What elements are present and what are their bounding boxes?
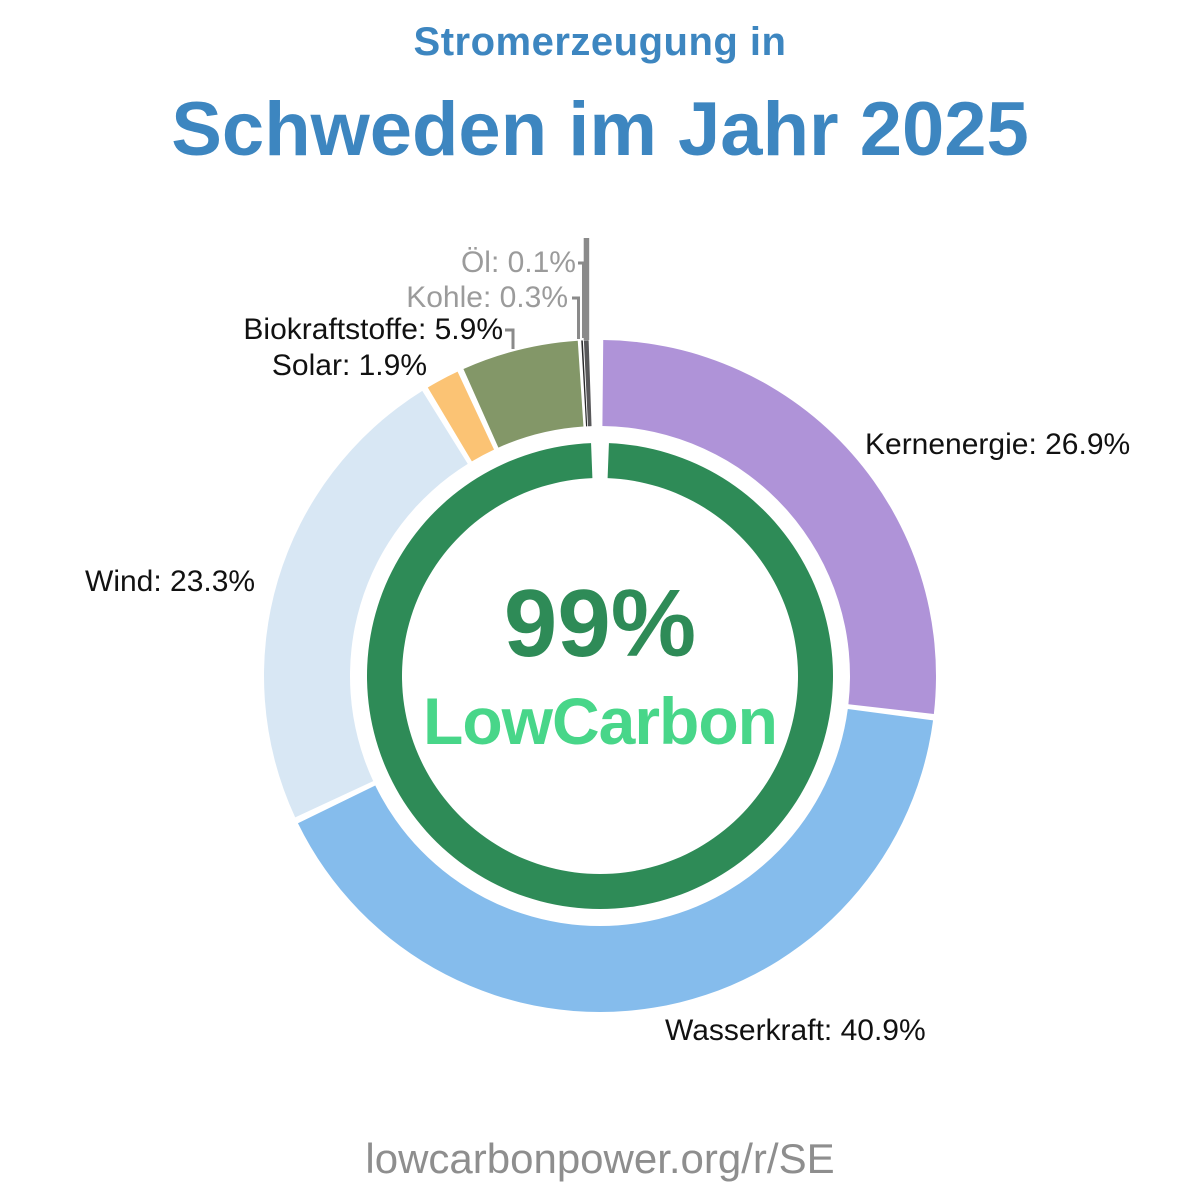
- lowcarbon-brand: LowCarbon: [423, 684, 778, 758]
- lowcarbon-percent: 99%: [503, 570, 697, 677]
- slice-label-biokraftstoffe: Biokraftstoffe: 5.9%: [243, 313, 503, 346]
- biokraftstoffe-leader-line: [505, 328, 515, 349]
- kohle-leader-line: [572, 296, 580, 339]
- chart-subtitle: Stromerzeugung in: [413, 20, 787, 64]
- slice-label-solar: Solar: 1.9%: [271, 349, 427, 382]
- slice-label-wasserkraft: Wasserkraft: 40.9%: [665, 1014, 926, 1047]
- slice-solar: [427, 371, 495, 462]
- slice-label-kohle: Kohle: 0.3%: [406, 281, 568, 314]
- oel-leader-line: [578, 261, 585, 338]
- slice-biokraftstoffe: [463, 340, 584, 448]
- slice-oel: [581, 340, 588, 427]
- slice-label-wind: Wind: 23.3%: [85, 565, 256, 598]
- page-title: Schweden im Jahr 2025: [171, 87, 1029, 172]
- footer-url[interactable]: lowcarbonpower.org/r/SE: [365, 1135, 835, 1182]
- slice-label-kernenergie: Kernenergie: 26.9%: [865, 428, 1131, 461]
- slice-label-oel: Öl: 0.1%: [460, 246, 576, 279]
- slice-kohle: [583, 340, 592, 427]
- kohle-pointer-bar: [583, 238, 590, 340]
